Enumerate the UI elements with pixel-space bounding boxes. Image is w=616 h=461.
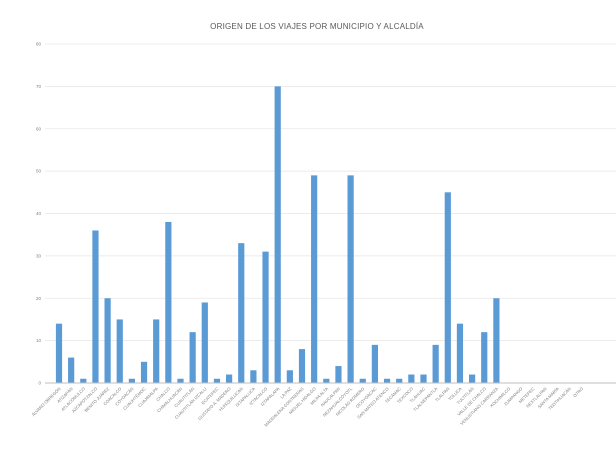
bar [104,298,111,383]
y-tick-label: 40 [36,211,42,216]
bar [238,243,245,383]
y-tick-label: 80 [36,42,42,47]
y-axis-ticks: 0 10 20 30 40 50 60 70 80 [36,42,42,386]
y-tick-label: 0 [38,381,41,386]
bar [226,374,233,383]
bar [481,332,488,383]
chart-title: ORIGEN DE LOS VIAJES POR MUNICIPIO Y ALC… [210,22,424,31]
bar [469,374,476,383]
bar [298,349,306,383]
x-category-label: OTRO [572,386,585,399]
gridlines [45,43,616,342]
bar [323,378,330,383]
y-tick-label: 50 [36,169,42,174]
bar [68,357,75,383]
y-tick-label: 10 [36,338,42,343]
bar [55,323,63,383]
bar [347,175,354,383]
bar [274,86,281,383]
bar [140,361,148,383]
bar [250,370,257,383]
bar [80,378,87,383]
y-tick-label: 20 [36,296,42,301]
bar [408,374,415,383]
bar [335,366,342,383]
bar [189,332,196,383]
bar [92,230,99,383]
bar [177,378,184,383]
bar [493,298,500,383]
bars [55,86,500,383]
bar [359,378,366,383]
bar [432,344,439,383]
bar [371,344,378,383]
bar [311,175,318,383]
bar [286,370,293,383]
bar [128,378,135,383]
y-tick-label: 30 [36,253,42,258]
bar [456,323,464,383]
bar [444,192,451,383]
bar [262,251,269,383]
x-axis-categories: ÁLVARO OBREGÓNATIZAPÁNATLACOMULCOAZCAPOT… [31,386,585,428]
bar [396,378,403,383]
bar [420,374,427,383]
bar [213,378,221,383]
bar [153,319,160,383]
bar [201,302,208,383]
bar [116,319,123,383]
bar [165,221,172,383]
y-tick-label: 70 [36,84,42,89]
bar [383,378,391,383]
y-tick-label: 60 [36,126,42,131]
